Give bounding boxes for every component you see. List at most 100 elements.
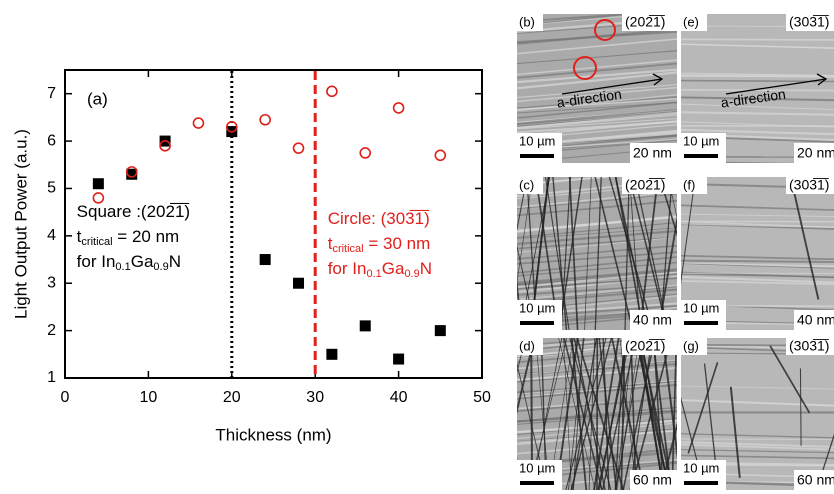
misfit-line [818, 433, 834, 481]
misfit-line [487, 338, 509, 490]
marker-circle [92, 192, 105, 204]
surface-striation [681, 43, 834, 49]
scale-bar [520, 321, 554, 325]
label-box [622, 14, 677, 31]
surface-striation [517, 14, 526, 15]
misfit-line [593, 338, 620, 490]
y-tick-label: 2 [47, 322, 56, 339]
label-box [622, 338, 677, 355]
annotation: tcritical = 30 nm [328, 234, 431, 254]
label-box [681, 177, 707, 194]
misfit-line [573, 338, 606, 490]
surface-striation [517, 251, 677, 265]
misfit-line [687, 362, 719, 454]
label-box [794, 470, 834, 490]
misfit-line [565, 338, 607, 490]
misfit-line [634, 177, 669, 330]
annotation-part: t [328, 234, 333, 253]
annotation: Circle: (303̅1̅) [328, 209, 430, 228]
scale-label: 10 µm [519, 460, 555, 475]
surface-striation [517, 227, 677, 239]
highlight-circle [573, 56, 597, 80]
x-tick-label: 10 [140, 389, 158, 406]
annotation-part: Square :(202̅1̅) [77, 202, 190, 221]
annotation-part: N [169, 252, 181, 271]
surface-striation [517, 86, 677, 103]
crystal-plane: (303̅1̅) [789, 338, 830, 354]
label-box [630, 470, 677, 490]
misfit-line [517, 177, 528, 232]
marker-square [326, 348, 338, 360]
y-tick-label: 1 [47, 369, 56, 386]
marker-circle [359, 147, 372, 159]
misfit-line [517, 470, 522, 490]
marker-circle [192, 117, 205, 129]
annotation: tcritical = 20 nm [77, 227, 180, 247]
misfit-line [494, 338, 508, 490]
y-tick-label: 4 [47, 227, 56, 244]
misfit-line [571, 338, 598, 490]
surface-striation [517, 14, 637, 26]
label-box [630, 310, 677, 330]
label-box [517, 177, 543, 194]
surface-striation [681, 223, 834, 228]
misfit-line [703, 363, 718, 472]
misfit-line [517, 338, 527, 374]
marker-square [359, 320, 371, 332]
x-axis-label: Thickness (nm) [215, 425, 331, 444]
marker-circle [159, 140, 171, 152]
crystal-plane: (303̅1̅) [789, 177, 830, 193]
surface-striation [681, 204, 834, 211]
direction-arrowhead [816, 73, 828, 86]
scale-label: 10 µm [519, 300, 555, 315]
highlight-circle [594, 19, 616, 41]
label-box [622, 177, 677, 194]
label-box [630, 143, 677, 163]
thickness-label: 60 nm [633, 472, 672, 488]
x-tick-label: 0 [61, 389, 70, 406]
y-tick-label: 5 [47, 180, 56, 197]
scale-bar [520, 481, 554, 485]
misfit-line [628, 177, 669, 330]
misfit-line [544, 177, 570, 330]
misfit-line [598, 338, 618, 490]
label-box [517, 14, 543, 31]
marker-circle [392, 102, 405, 114]
annotation-part: critical [81, 236, 112, 248]
surface-striation [681, 399, 834, 407]
scale-bar [684, 481, 718, 485]
misfit-line [681, 396, 702, 476]
marker-circle [292, 142, 305, 154]
surface-striation [517, 177, 524, 178]
micrograph [681, 14, 834, 163]
crystal-plane: (202̅1̅) [625, 338, 666, 354]
surface-striation [681, 88, 834, 92]
scale-bar [520, 154, 554, 158]
misfit-line [563, 338, 603, 490]
surface-striation [517, 118, 677, 130]
surface-striation [681, 213, 834, 218]
marker-square [434, 325, 446, 337]
annotation: Square :(202̅1̅) [77, 202, 190, 221]
misfit-line [619, 338, 637, 490]
surface-striation [681, 254, 834, 261]
misfit-line [597, 338, 631, 490]
scale-bar [684, 321, 718, 325]
surface-striation [681, 433, 834, 439]
annotation-part: critical [332, 243, 363, 255]
direction-arrowhead [652, 73, 664, 86]
direction-arrow [725, 78, 827, 95]
surface-striation [681, 96, 834, 102]
surface-striation [681, 259, 834, 263]
surface-striation [517, 68, 677, 84]
y-tick-label: 3 [47, 274, 56, 291]
annotation-part: 0.9 [153, 261, 168, 273]
label-box [786, 338, 834, 355]
marker-square [393, 353, 405, 365]
annotation-part: = 20 nm [113, 227, 180, 246]
misfit-line [594, 177, 634, 330]
surface-striation [681, 121, 834, 128]
micrograph [517, 14, 677, 163]
plot-frame [64, 69, 483, 379]
